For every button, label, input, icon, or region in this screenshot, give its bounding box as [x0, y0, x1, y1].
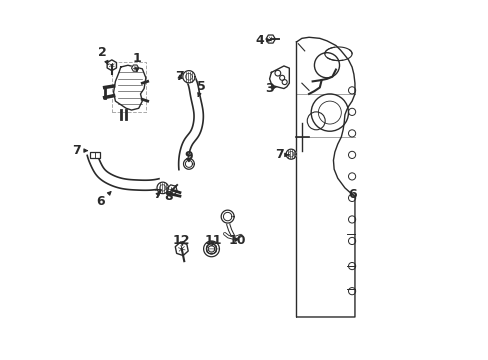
Bar [89, 152, 100, 158]
Polygon shape [175, 242, 188, 256]
Polygon shape [178, 78, 203, 170]
Polygon shape [206, 244, 216, 254]
Text: 9: 9 [184, 150, 193, 163]
Polygon shape [223, 212, 231, 221]
Text: 6: 6 [97, 192, 111, 208]
Polygon shape [87, 153, 161, 190]
Text: 7: 7 [72, 144, 87, 157]
Text: 11: 11 [204, 234, 221, 247]
Polygon shape [107, 60, 116, 71]
Polygon shape [285, 149, 296, 159]
Polygon shape [203, 241, 219, 257]
Text: 2: 2 [98, 46, 108, 65]
Polygon shape [208, 246, 214, 252]
Text: 1: 1 [132, 51, 141, 71]
Polygon shape [157, 182, 168, 194]
Polygon shape [183, 71, 195, 83]
Text: 6: 6 [347, 188, 356, 201]
Polygon shape [206, 244, 216, 254]
Polygon shape [296, 37, 354, 317]
Polygon shape [185, 160, 192, 167]
Text: 10: 10 [228, 234, 245, 247]
Polygon shape [269, 66, 289, 89]
Text: 4: 4 [255, 33, 270, 47]
Text: 3: 3 [265, 82, 276, 95]
Polygon shape [113, 65, 145, 110]
Polygon shape [221, 210, 234, 223]
Text: 12: 12 [173, 234, 190, 247]
Polygon shape [166, 185, 177, 195]
Polygon shape [131, 65, 139, 71]
Text: 8: 8 [164, 190, 172, 203]
Text: 7: 7 [274, 148, 288, 161]
Polygon shape [183, 158, 194, 169]
Polygon shape [265, 35, 275, 43]
Text: 5: 5 [197, 80, 205, 96]
Text: 7: 7 [153, 188, 162, 201]
Text: 7: 7 [175, 70, 183, 83]
